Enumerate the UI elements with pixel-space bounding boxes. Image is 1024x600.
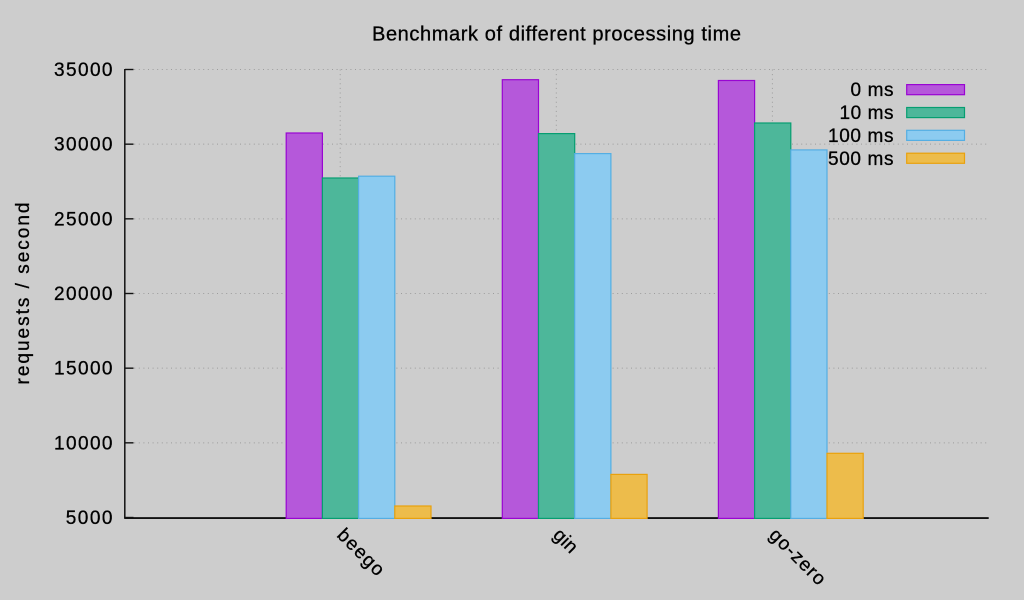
svg-text:5000: 5000 bbox=[66, 508, 113, 529]
svg-text:10 ms: 10 ms bbox=[840, 103, 894, 124]
svg-text:0 ms: 0 ms bbox=[851, 80, 894, 101]
svg-text:30000: 30000 bbox=[54, 135, 113, 156]
svg-text:10000: 10000 bbox=[54, 433, 113, 454]
svg-text:20000: 20000 bbox=[54, 284, 113, 305]
svg-text:100 ms: 100 ms bbox=[828, 126, 894, 147]
svg-text:Benchmark of different process: Benchmark of different processing time bbox=[372, 23, 741, 45]
svg-text:requests / second: requests / second bbox=[13, 203, 34, 385]
svg-text:35000: 35000 bbox=[54, 60, 113, 81]
svg-text:15000: 15000 bbox=[54, 359, 113, 380]
svg-text:25000: 25000 bbox=[54, 209, 113, 230]
svg-text:500 ms: 500 ms bbox=[828, 149, 894, 170]
